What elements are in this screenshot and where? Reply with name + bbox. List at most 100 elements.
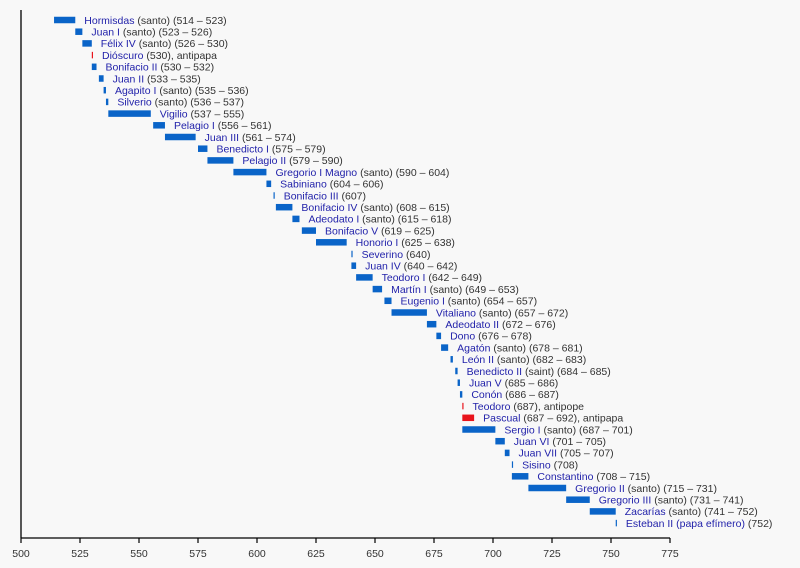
- pope-name-link[interactable]: Eugenio I: [401, 296, 445, 308]
- reign-bar: [91, 63, 97, 71]
- reign-bar: [511, 461, 514, 468]
- pope-name-link[interactable]: Gregorio I Magno: [275, 167, 357, 179]
- pope-name-link[interactable]: Juan V: [469, 378, 502, 390]
- pope-name-link[interactable]: Zacarías: [625, 506, 666, 518]
- reign-detail: (santo) (654 – 657): [445, 296, 537, 308]
- reign-detail: (santo) (649 – 653): [427, 284, 519, 296]
- reign-bar: [462, 402, 464, 410]
- pope-name-link[interactable]: Félix IV: [101, 38, 136, 50]
- reign-label: Sisino (708): [522, 459, 578, 471]
- reign-bar: [91, 51, 93, 59]
- reign-label: Juan II (533 – 535): [113, 73, 201, 85]
- pope-name-link[interactable]: Teodoro I: [382, 272, 426, 284]
- pope-name-link[interactable]: Gregorio II: [575, 483, 625, 495]
- reign-bar: [275, 203, 293, 211]
- pope-name-link[interactable]: Agatón: [457, 342, 490, 354]
- pope-name-link[interactable]: Pascual: [483, 413, 520, 425]
- pope-name-link[interactable]: Silverio: [117, 97, 152, 109]
- reign-label: Gregorio I Magno (santo) (590 – 604): [275, 167, 449, 179]
- reign-bar: [504, 449, 510, 457]
- pope-name-link[interactable]: Vigilio: [160, 108, 188, 120]
- reign-detail: (santo) (715 – 731): [625, 483, 717, 495]
- pope-name-link[interactable]: León II: [462, 354, 494, 366]
- reign-detail: (607): [339, 190, 366, 202]
- x-tick-label: 525: [71, 548, 89, 560]
- x-tick-label: 675: [425, 548, 443, 560]
- pope-name-link[interactable]: Adeodato I: [308, 214, 359, 226]
- reign-label: Adeodato II (672 – 676): [445, 319, 555, 331]
- pope-name-link[interactable]: Constantino: [537, 471, 593, 483]
- reign-label: Benedicto II (saint) (684 – 685): [467, 366, 611, 378]
- reign-detail: (santo) (608 – 615): [357, 202, 449, 214]
- reign-label: Agapito I (santo) (535 – 536): [115, 85, 249, 97]
- pope-name-link[interactable]: Bonifacio IV: [301, 202, 357, 214]
- pope-name-link[interactable]: Bonifacio II: [106, 62, 158, 74]
- pope-name-link[interactable]: Vitaliano: [436, 307, 476, 319]
- pope-name-link[interactable]: Honorio I: [356, 237, 399, 249]
- reign-label: Bonifacio V (619 – 625): [325, 225, 435, 237]
- pope-name-link[interactable]: Sisino: [522, 459, 551, 471]
- x-tick-label: 550: [130, 548, 148, 560]
- pope-name-link[interactable]: Severino: [362, 249, 404, 261]
- pope-name-link[interactable]: Gregorio III: [599, 495, 652, 507]
- pope-name-link[interactable]: Sergio I: [504, 424, 540, 436]
- reign-label: Gregorio III (santo) (731 – 741): [599, 495, 744, 507]
- reign-label: Hormisdas (santo) (514 – 523): [84, 15, 226, 27]
- reign-detail: (676 – 678): [475, 331, 532, 343]
- pope-name-link[interactable]: Juan IV: [365, 261, 401, 273]
- reign-label: Félix IV (santo) (526 – 530): [101, 38, 228, 50]
- pope-name-link[interactable]: Dióscuro: [102, 50, 144, 62]
- pope-name-link[interactable]: Hormisdas: [84, 15, 134, 27]
- reign-label: Benedicto I (575 – 579): [216, 144, 325, 156]
- pope-name-link[interactable]: Adeodato II: [445, 319, 499, 331]
- pope-name-link[interactable]: Benedicto II: [467, 366, 522, 378]
- reign-label: Juan I (santo) (523 – 526): [91, 27, 212, 39]
- reign-bar: [233, 168, 267, 176]
- pope-name-link[interactable]: Juan III: [205, 132, 239, 144]
- pope-name-link[interactable]: Benedicto I: [216, 144, 269, 156]
- x-tick-label: 650: [366, 548, 384, 560]
- reign-detail: (530), antipapa: [143, 50, 217, 62]
- reign-label: Silverio (santo) (536 – 537): [117, 97, 244, 109]
- reign-bar: [566, 496, 590, 503]
- reign-label: León II (santo) (682 – 683): [462, 354, 586, 366]
- reign-bar: [462, 426, 496, 433]
- pope-name-link[interactable]: Martín I: [391, 284, 427, 296]
- pope-name-link[interactable]: Esteban II (papa efímero): [626, 518, 745, 530]
- reign-bar: [266, 180, 272, 188]
- pope-name-link[interactable]: Juan VI: [514, 436, 550, 448]
- reign-label: Juan V (685 – 686): [469, 378, 558, 390]
- pope-name-link[interactable]: Pelagio I: [174, 120, 215, 132]
- reign-detail: (640 – 642): [401, 261, 458, 273]
- pope-name-link[interactable]: Bonifacio V: [325, 225, 378, 237]
- reign-detail: (575 – 579): [269, 144, 326, 156]
- pope-name-link[interactable]: Dono: [450, 331, 475, 343]
- x-tick-label: 625: [307, 548, 325, 560]
- pope-name-link[interactable]: Juan II: [113, 73, 145, 85]
- reign-detail: (537 – 555): [188, 108, 245, 120]
- pope-name-link[interactable]: Pelagio II: [242, 155, 286, 167]
- x-tick-label: 575: [189, 548, 207, 560]
- reign-detail: (701 – 705): [549, 436, 606, 448]
- pope-name-link[interactable]: Juan I: [91, 27, 120, 39]
- reign-bar: [351, 250, 353, 258]
- reign-detail: (619 – 625): [378, 225, 435, 237]
- pope-name-link[interactable]: Agapito I: [115, 85, 156, 97]
- pope-name-link[interactable]: Sabiniano: [280, 179, 327, 191]
- pope-name-link[interactable]: Conón: [471, 389, 502, 401]
- reign-label: Adeodato I (santo) (615 – 618): [308, 214, 451, 226]
- reign-label: Severino (640): [362, 249, 431, 261]
- labels-layer: Hormisdas (santo) (514 – 523)Juan I (san…: [84, 15, 772, 530]
- reign-detail: (santo) (678 – 681): [490, 342, 582, 354]
- pope-name-link[interactable]: Bonifacio III: [284, 190, 339, 202]
- reign-label: Dióscuro (530), antipapa: [102, 50, 217, 62]
- reign-bar: [450, 356, 453, 363]
- pope-name-link[interactable]: Juan VII: [519, 448, 558, 460]
- reign-label: Bonifacio II (530 – 532): [106, 62, 215, 74]
- reign-detail: (santo) (731 – 741): [651, 495, 743, 507]
- reign-detail: (604 – 606): [327, 179, 384, 191]
- reign-bar: [351, 262, 357, 269]
- reign-bar: [459, 391, 463, 398]
- reign-bar: [316, 239, 347, 246]
- pope-name-link[interactable]: Teodoro: [473, 401, 511, 413]
